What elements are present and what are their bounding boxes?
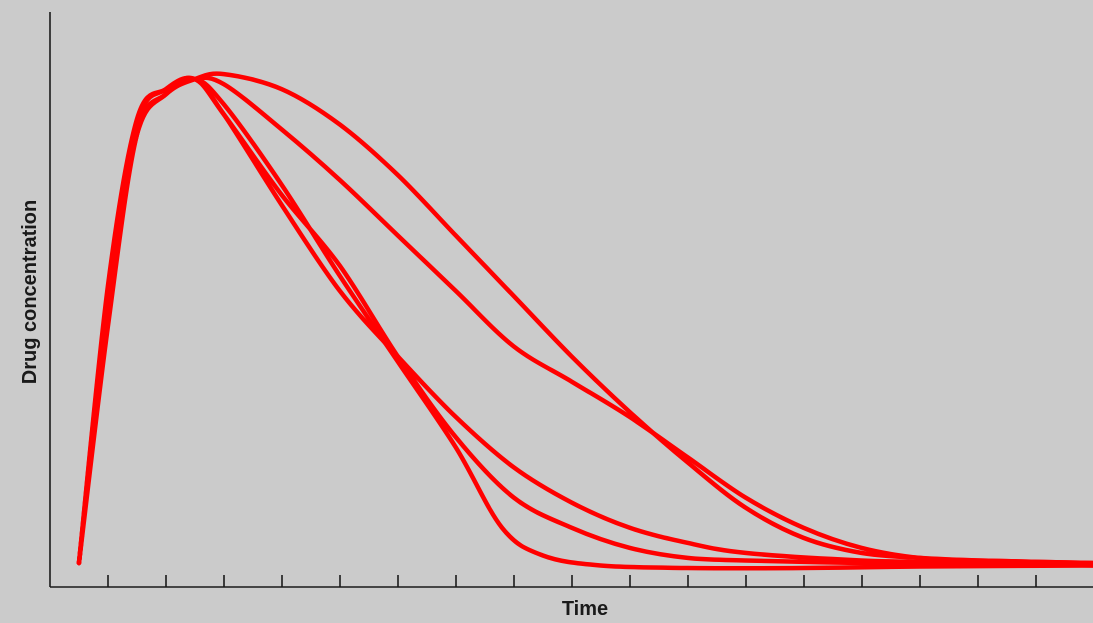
series-lines [76, 71, 1093, 571]
series-line-4 [76, 75, 1093, 566]
x-axis-ticks [107, 575, 1037, 587]
axes [49, 12, 1093, 588]
x-axis-label: Time [562, 598, 608, 620]
y-axis-label: Drug concentration [19, 200, 41, 384]
series-line-5 [76, 71, 1093, 566]
series-line-2 [76, 75, 1093, 568]
series-line-3 [76, 75, 1093, 567]
series-line-1 [76, 76, 1093, 571]
